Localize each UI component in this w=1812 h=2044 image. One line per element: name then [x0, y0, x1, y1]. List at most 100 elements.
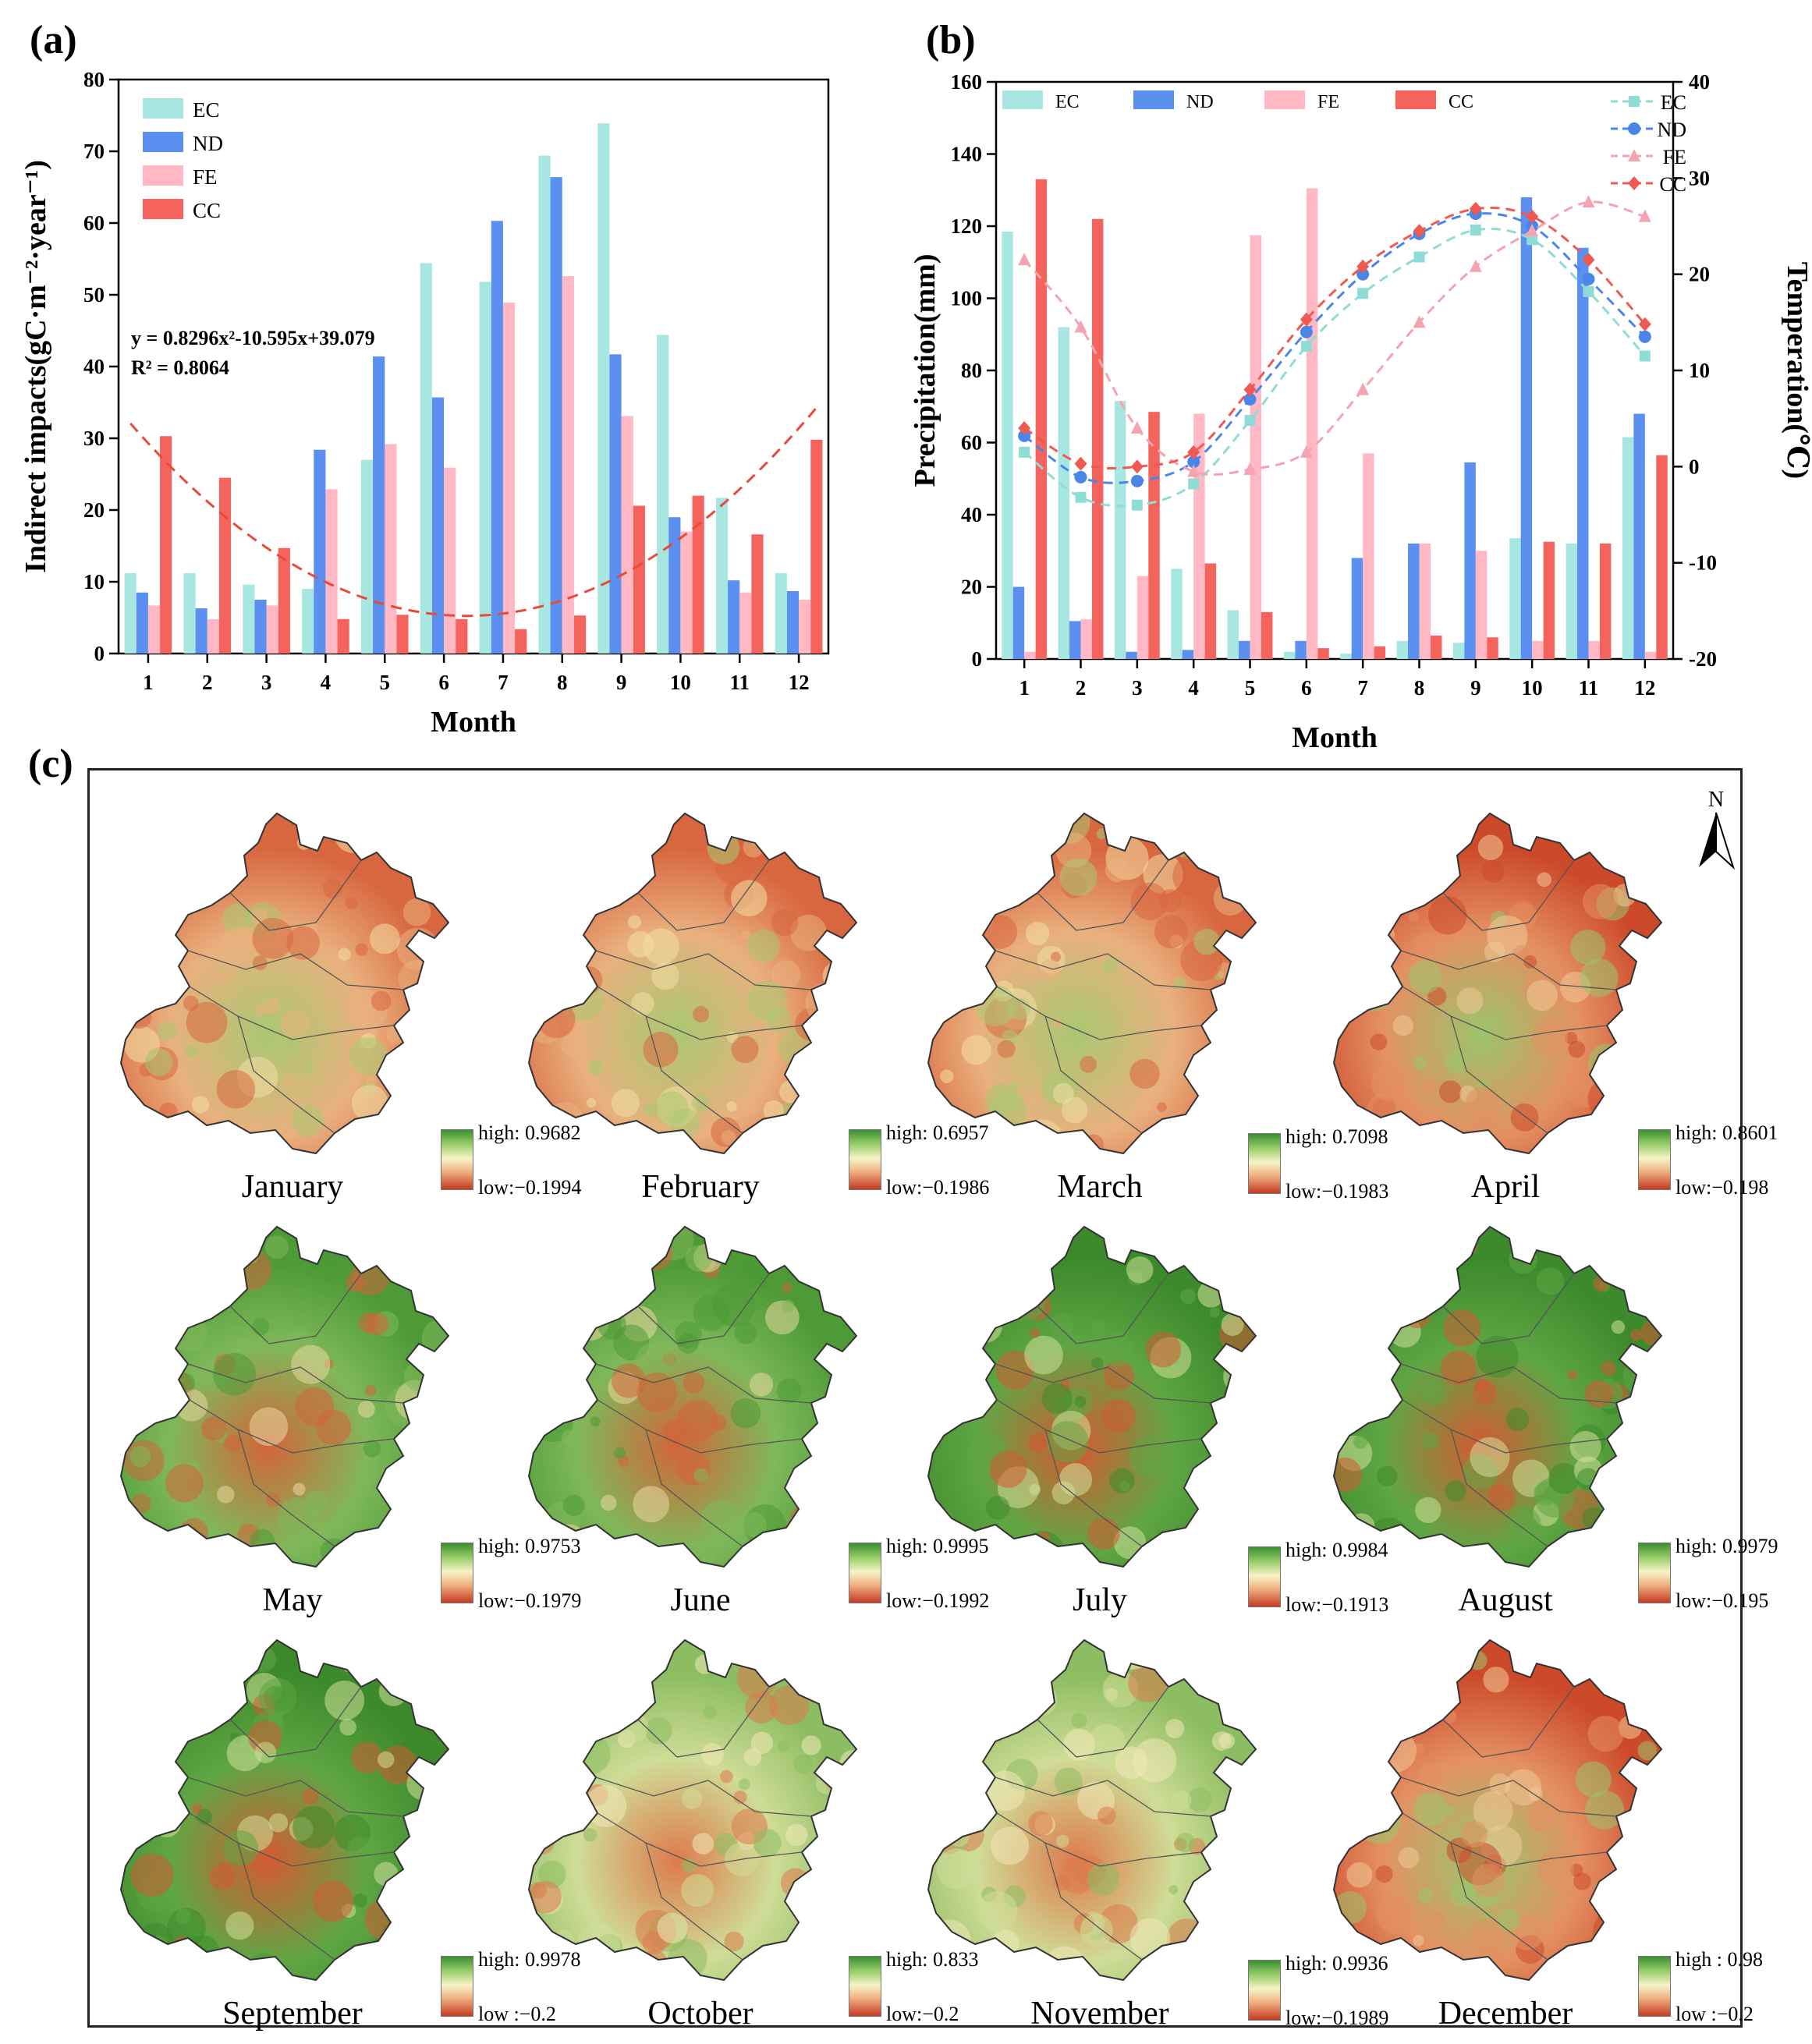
- point-fe: [1356, 382, 1370, 395]
- texture-patch: [277, 1497, 320, 1540]
- texture-patch: [1611, 1320, 1626, 1334]
- colorbar-high-label: high: 0.9978: [478, 1948, 581, 1971]
- bar-fe: [1475, 551, 1488, 659]
- bar-cc: [1599, 544, 1612, 659]
- texture-patch: [1537, 1851, 1574, 1889]
- bar-fe: [444, 467, 456, 654]
- texture-patch: [789, 1501, 830, 1542]
- texture-patch: [568, 1396, 587, 1415]
- texture-patch: [573, 1245, 597, 1268]
- bar-cc: [1487, 637, 1498, 659]
- texture-patch: [1531, 1018, 1569, 1056]
- texture-patch: [338, 948, 351, 961]
- texture-patch: [596, 831, 626, 860]
- texture-patch: [159, 1227, 193, 1254]
- colorbar-high-label: high : 0.98: [1675, 1948, 1763, 1971]
- texture-patch: [157, 1021, 177, 1041]
- texture-patch: [1352, 968, 1395, 1011]
- texture-patch: [785, 1823, 808, 1846]
- x-tick-label: 10: [1522, 676, 1543, 700]
- north-arrow-right: [1715, 812, 1736, 870]
- texture-patch: [796, 1112, 813, 1130]
- texture-patch: [1007, 1237, 1042, 1272]
- bar-nd: [1351, 558, 1363, 659]
- texture-patch: [1644, 1379, 1661, 1408]
- point-fe: [1074, 320, 1087, 333]
- x-tick-label: 1: [1019, 676, 1030, 700]
- texture-patch: [1146, 1536, 1181, 1567]
- y-tick-label: 50: [83, 283, 105, 306]
- texture-patch: [282, 1074, 298, 1089]
- bar-cc: [810, 439, 823, 654]
- point-ec: [1470, 224, 1481, 236]
- district-boundaries: [187, 859, 404, 1134]
- bar-ec: [183, 572, 196, 654]
- texture-patch: [769, 1685, 810, 1725]
- texture-patch: [371, 1938, 388, 1955]
- texture-patch: [200, 1300, 217, 1317]
- colorbar: [1638, 1543, 1671, 1603]
- texture-patch: [741, 1511, 768, 1538]
- texture-patch: [633, 1486, 670, 1523]
- bar-cc: [692, 495, 704, 654]
- legend-marker-nd: [1628, 122, 1640, 135]
- texture-patch: [1582, 1507, 1605, 1530]
- texture-patch: [1365, 1285, 1386, 1306]
- bar-ec: [1396, 640, 1409, 659]
- texture-patch: [832, 956, 853, 978]
- point-nd: [1187, 455, 1200, 469]
- texture-patch: [815, 1771, 839, 1794]
- point-fe: [1526, 224, 1539, 237]
- district-boundaries: [595, 859, 812, 1134]
- texture-patch: [349, 1037, 388, 1076]
- texture-patch: [1396, 1955, 1411, 1970]
- texture-patch: [130, 1853, 174, 1897]
- texture-patch: [1629, 1328, 1643, 1341]
- texture-patch: [1424, 1079, 1439, 1094]
- fit-equation: y = 0.8296x²-10.595x+39.079: [131, 327, 375, 349]
- bar-nd: [195, 608, 207, 654]
- texture-patch: [1247, 1337, 1256, 1369]
- bar-cc: [456, 618, 468, 654]
- colorbar: [1638, 1956, 1671, 2017]
- map-graphic: [527, 812, 858, 1155]
- texture-patch: [700, 1743, 724, 1766]
- texture-patch: [627, 915, 642, 929]
- bar-nd: [1126, 651, 1137, 659]
- texture-patch: [531, 813, 562, 839]
- month-label: December: [1438, 1996, 1573, 2032]
- texture-patch: [700, 1500, 739, 1538]
- map-february: [521, 806, 888, 1172]
- point-fe: [1413, 315, 1426, 328]
- month-label: August: [1458, 1582, 1553, 1618]
- north-label: N: [1708, 788, 1724, 812]
- texture-patch: [813, 1915, 834, 1936]
- texture-patch: [693, 1295, 730, 1331]
- texture-patch: [334, 815, 373, 853]
- texture-patch: [143, 1536, 164, 1557]
- texture-patch: [1580, 958, 1619, 997]
- texture-patch: [1474, 1378, 1489, 1393]
- texture-patch: [1437, 1274, 1458, 1295]
- texture-patch: [1087, 1863, 1120, 1896]
- colorbar-high-label: high: 0.9936: [1285, 1952, 1388, 1975]
- bar-fe: [266, 605, 278, 654]
- colorbar: [1248, 1546, 1281, 1607]
- texture-patch: [188, 841, 225, 879]
- colorbar: [849, 1543, 881, 1603]
- texture-patch: [179, 1518, 208, 1547]
- map-may: [113, 1219, 480, 1585]
- texture-patch: [191, 1096, 210, 1114]
- legend-swatch-ec: [143, 98, 183, 119]
- point-cc: [1130, 459, 1144, 474]
- texture-patch: [793, 1754, 814, 1774]
- colorbar-high-label: high: 0.6957: [886, 1121, 989, 1144]
- texture-patch: [541, 1542, 576, 1567]
- month-label: March: [1057, 1169, 1143, 1205]
- texture-patch: [1536, 1267, 1565, 1295]
- bar-cc: [1091, 218, 1104, 659]
- texture-patch: [1398, 1847, 1420, 1869]
- texture-patch: [1648, 1079, 1661, 1096]
- texture-patch: [246, 1947, 281, 1980]
- texture-patch: [782, 1299, 795, 1312]
